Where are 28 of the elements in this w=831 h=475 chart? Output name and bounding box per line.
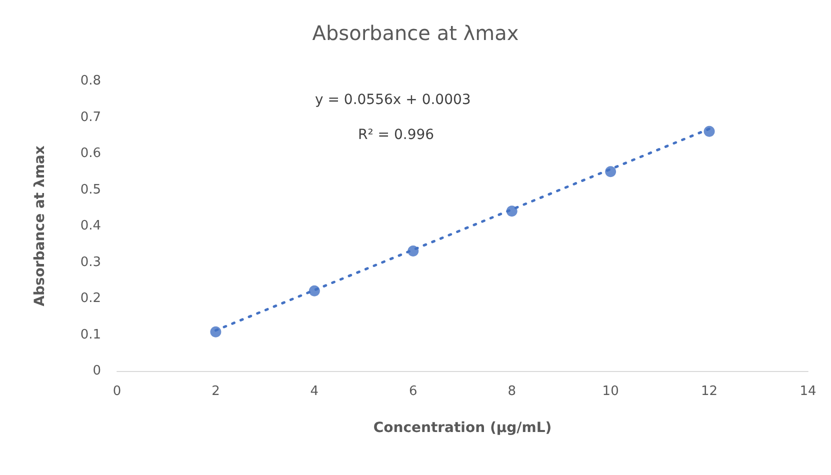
point: [605, 166, 616, 178]
y-tick-label: 0.8: [80, 74, 101, 88]
x-tick-label: 6: [409, 384, 418, 399]
y-tick-label: 0.1: [80, 327, 101, 342]
annotation: y = 0.0556x + 0.0003: [315, 92, 471, 108]
point: [408, 246, 419, 257]
annotation: R² = 0.996: [358, 127, 434, 143]
x-tick-label: 4: [310, 384, 319, 399]
x-axis-title: Concentration (µg/mL): [373, 420, 552, 436]
x-tick-label: 0: [112, 384, 122, 399]
y-tick-label: 0.3: [80, 254, 101, 270]
point: [210, 326, 222, 338]
y-tick-label: 0.5: [80, 182, 101, 198]
x-tick-label: 12: [701, 384, 718, 399]
y-tick-label: 0: [92, 364, 101, 378]
y-tick-label: 0.2: [80, 291, 101, 306]
point: [506, 206, 518, 217]
point: [308, 285, 320, 296]
chart-title: Absorbance at λmax: [312, 21, 519, 45]
x-tick-label: 10: [602, 384, 619, 399]
y-tick-label: 0.6: [80, 146, 101, 161]
y-tick-label: 0.7: [80, 110, 101, 125]
x-tick-label: 14: [800, 384, 816, 399]
x-tick-label: 8: [508, 384, 516, 399]
y-axis-title: Absorbance at λmax: [32, 146, 48, 306]
point: [704, 126, 715, 137]
y-tick-label: 0.4: [80, 218, 101, 234]
x-tick-label: 2: [212, 384, 220, 399]
